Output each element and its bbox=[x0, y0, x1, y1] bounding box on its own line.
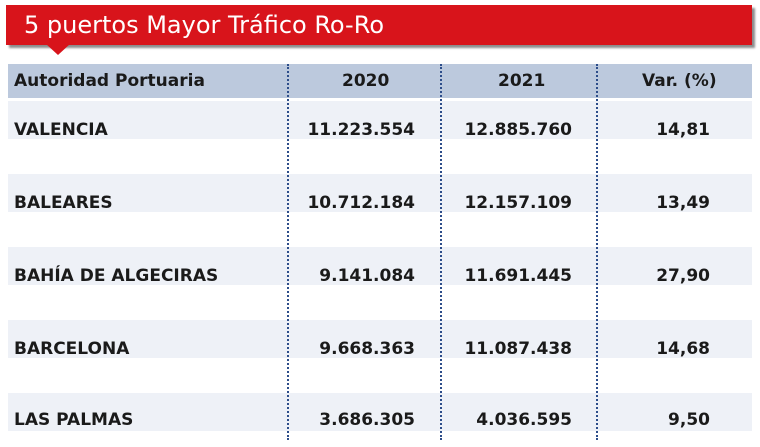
header-2021: 2021 bbox=[498, 71, 546, 91]
row-value-2020: 11.223.554 bbox=[307, 120, 415, 140]
row-value-2020: 9.668.363 bbox=[319, 339, 415, 359]
table-row-band bbox=[8, 174, 752, 212]
row-value-2020: 10.712.184 bbox=[307, 193, 415, 213]
row-value-2020: 3.686.305 bbox=[319, 410, 415, 430]
table-row-band bbox=[8, 320, 752, 358]
row-var-percent: 27,90 bbox=[656, 266, 710, 286]
row-value-2021: 11.087.438 bbox=[464, 339, 572, 359]
row-value-2021: 11.691.445 bbox=[464, 266, 572, 286]
table-row-band bbox=[8, 247, 752, 285]
header-autoridad-portuaria: Autoridad Portuaria bbox=[14, 71, 205, 91]
page-title: 5 puertos Mayor Tráfico Ro-Ro bbox=[24, 11, 384, 39]
table-header-row bbox=[8, 64, 752, 98]
column-divider bbox=[287, 64, 289, 440]
row-port-name: LAS PALMAS bbox=[14, 410, 134, 430]
row-value-2021: 4.036.595 bbox=[476, 410, 572, 430]
row-value-2021: 12.885.760 bbox=[464, 120, 572, 140]
row-port-name: VALENCIA bbox=[14, 120, 108, 140]
row-var-percent: 14,81 bbox=[656, 120, 710, 140]
ports-table: Autoridad Portuaria 2020 2021 Var. (%) V… bbox=[8, 64, 752, 440]
row-value-2021: 12.157.109 bbox=[464, 193, 572, 213]
table-row-band bbox=[8, 393, 752, 431]
table-row-band bbox=[8, 101, 752, 139]
title-banner: 5 puertos Mayor Tráfico Ro-Ro bbox=[6, 5, 752, 45]
row-var-percent: 14,68 bbox=[656, 339, 710, 359]
row-var-percent: 13,49 bbox=[656, 193, 710, 213]
row-port-name: BALEARES bbox=[14, 193, 113, 213]
row-value-2020: 9.141.084 bbox=[319, 266, 415, 286]
header-var-percent: Var. (%) bbox=[642, 71, 717, 91]
row-var-percent: 9,50 bbox=[668, 410, 710, 430]
column-divider bbox=[596, 64, 598, 440]
header-2020: 2020 bbox=[342, 71, 390, 91]
title-banner-pointer bbox=[46, 44, 70, 55]
column-divider bbox=[440, 64, 442, 440]
row-port-name: BARCELONA bbox=[14, 339, 130, 359]
row-port-name: BAHÍA DE ALGECIRAS bbox=[14, 266, 219, 286]
